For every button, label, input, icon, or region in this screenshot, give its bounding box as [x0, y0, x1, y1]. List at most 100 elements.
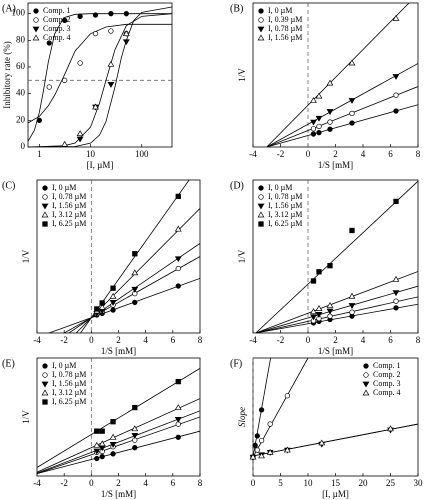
marker: [327, 126, 333, 132]
marker: [174, 225, 182, 232]
x-axis-label: 1/S [mM]: [101, 346, 136, 356]
marker: [315, 115, 323, 122]
marker: [108, 28, 114, 34]
marker: [92, 103, 99, 110]
marker: [132, 251, 138, 257]
legend-marker: [363, 372, 369, 378]
x-axis-label: 1/S [mM]: [101, 489, 136, 499]
marker: [348, 59, 356, 66]
x-tick-label: 2: [116, 335, 121, 345]
x-tick-label: 10: [304, 478, 314, 488]
legend-label: I, 3.12 µM: [52, 388, 86, 397]
y-tick-label: 80: [16, 34, 26, 44]
legend-label: I, 6.25 µM: [52, 219, 86, 228]
x-tick-label: 8: [416, 335, 421, 345]
marker: [93, 448, 101, 455]
legend-label: I, 1.56 µM: [268, 33, 302, 42]
marker: [387, 425, 394, 432]
marker: [392, 14, 400, 21]
marker: [132, 404, 138, 411]
legend-label: I, 0.78 µM: [268, 24, 302, 33]
legend-label: I, 0.39 µM: [268, 15, 302, 24]
marker: [393, 92, 399, 98]
marker: [316, 269, 322, 275]
legend-marker: [32, 34, 40, 41]
marker: [131, 286, 139, 293]
legend-marker: [258, 17, 264, 23]
marker: [46, 84, 52, 90]
legend-marker: [42, 363, 48, 369]
legend-marker: [32, 26, 40, 33]
y-axis-label: 1/V: [21, 249, 31, 263]
marker: [310, 278, 317, 284]
legend-label: Comp. 1: [373, 361, 401, 370]
x-axis-label: [I, µM]: [322, 489, 349, 499]
plot-area: [37, 368, 200, 475]
fit-line: [255, 271, 418, 333]
marker: [36, 117, 43, 123]
marker: [252, 442, 258, 448]
marker: [110, 285, 116, 291]
legend-label: I, 0.78 µM: [52, 370, 86, 379]
legend-marker: [258, 194, 264, 200]
panel: (B) -4 -2 0 2 4 6 8 1/S [mM] 1/V I, 0 µMI, 0.39 µM…: [230, 2, 421, 170]
x-tick-label: -2: [60, 335, 68, 345]
marker: [99, 453, 105, 460]
legend-label: I, 6.25 µM: [52, 397, 86, 406]
marker: [131, 425, 139, 432]
x-tick-label: 10: [86, 149, 96, 159]
legend-marker: [41, 211, 49, 218]
marker: [76, 136, 84, 143]
x-tick-label: 30: [414, 478, 424, 488]
marker: [110, 307, 116, 313]
x-tick-label: 6: [171, 335, 176, 345]
fit-line: [28, 13, 172, 147]
x-tick-label: 2: [333, 149, 338, 159]
marker: [109, 292, 117, 299]
legend-label: Comp. 4: [43, 33, 71, 42]
fit-line: [266, 86, 418, 147]
marker: [393, 305, 399, 311]
x-tick-label: 5: [278, 478, 283, 488]
legend-label: Comp. 3: [373, 379, 401, 388]
x-tick-label: 8: [198, 478, 203, 488]
fit-line: [28, 6, 172, 147]
panel-label: (A): [2, 3, 16, 14]
x-tick-label: 2: [116, 478, 121, 488]
x-axis-label: 1/S [mM]: [318, 346, 353, 356]
y-axis-label: 1/V: [237, 68, 247, 82]
marker: [99, 300, 105, 306]
marker: [94, 455, 100, 462]
marker: [310, 131, 317, 137]
x-tick-label: 4: [361, 149, 366, 159]
marker: [392, 74, 400, 80]
marker: [318, 439, 326, 446]
x-tick-label: 100: [135, 149, 149, 159]
marker: [175, 378, 181, 385]
x-tick-label: 4: [143, 335, 148, 345]
marker: [326, 308, 334, 315]
panel-label: (B): [230, 3, 243, 14]
x-axis-label: 1/S [mM]: [318, 160, 353, 170]
y-axis-label: Slope: [237, 407, 247, 427]
x-tick-label: -2: [277, 149, 285, 159]
marker: [327, 119, 333, 125]
marker: [94, 306, 100, 312]
panel-label: (D): [230, 180, 244, 191]
legend-marker: [42, 194, 48, 200]
marker: [109, 442, 117, 448]
legend-label: Comp. 3: [43, 24, 71, 33]
plot-area: [47, 180, 200, 333]
legend-label: I, 1.56 µM: [52, 201, 86, 210]
marker: [348, 98, 356, 104]
marker: [77, 60, 83, 66]
marker: [110, 419, 116, 425]
x-tick-label: 6: [388, 335, 393, 345]
x-tick-label: -4: [249, 149, 257, 159]
marker: [310, 314, 317, 321]
y-axis-label: Inhibitory rate (%): [2, 41, 12, 108]
fit-line: [37, 416, 200, 475]
panel-label: (F): [230, 358, 242, 369]
marker: [94, 428, 100, 434]
